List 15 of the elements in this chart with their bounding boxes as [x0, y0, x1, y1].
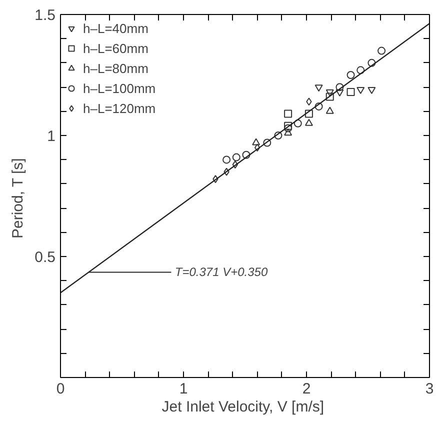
x-tick-label: 1	[179, 380, 188, 398]
legend-label: h–L=120mm	[83, 100, 156, 116]
legend-label: h–L=100mm	[83, 80, 156, 96]
y-tick-label: 1	[47, 128, 56, 145]
legend-label: h–L=60mm	[83, 40, 148, 56]
x-axis-title: Jet Inlet Velocity, V [m/s]	[162, 398, 324, 416]
y-tick-label: 1.5	[34, 7, 56, 24]
x-tick-label: 2	[302, 380, 311, 398]
x-tick-label: 3	[425, 380, 434, 398]
legend-label: h–L=40mm	[83, 20, 148, 36]
x-tick-label: 0	[56, 380, 65, 398]
annotation: T=0.371 V+0.350	[174, 265, 268, 280]
legend-label: h–L=80mm	[83, 60, 148, 76]
y-tick-label: 0.5	[34, 249, 56, 266]
y-axis-title: Period, T [s]	[10, 158, 27, 239]
